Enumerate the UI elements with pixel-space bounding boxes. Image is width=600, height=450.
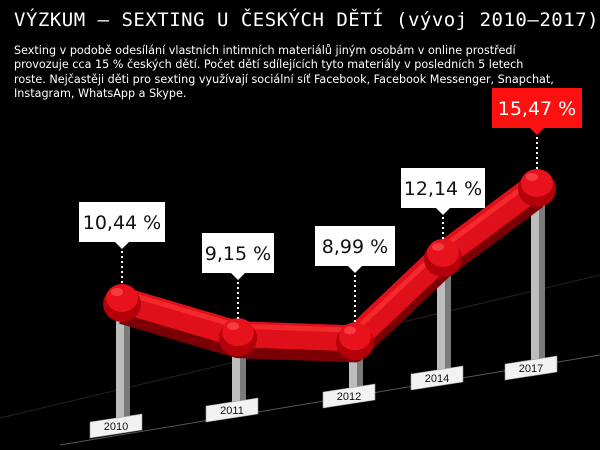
year-label: 2017: [519, 363, 543, 375]
label-box: [79, 202, 165, 242]
year-plate-2010: 2010: [89, 413, 143, 439]
pole-2017: [531, 182, 545, 370]
label-box: [492, 88, 582, 128]
description-text: Sexting v podobě odesílání vlastních int…: [14, 44, 554, 100]
label-box: [401, 168, 485, 208]
value-label-2011: 9,15 %: [202, 233, 274, 321]
year-plate-2017: 2017: [504, 355, 558, 381]
year-plate-2012: 2012: [322, 383, 376, 409]
page-title: VÝZKUM – SEXTING U ČESKÝCH DĚTÍ (vývoj 2…: [14, 9, 600, 31]
label-box: [202, 233, 274, 273]
year-label: 2014: [425, 373, 449, 385]
pole-2010: [116, 297, 130, 428]
data-label: 8,99 %: [322, 236, 388, 258]
data-point-2012: [336, 322, 374, 361]
year-label: 2010: [104, 421, 128, 433]
year-label: 2012: [337, 391, 361, 403]
data-label: 9,15 %: [205, 243, 271, 265]
data-label: 15,47 %: [498, 98, 577, 120]
value-label-2014: 12,14 %: [401, 168, 485, 241]
value-label-2010: 10,44 %: [79, 202, 165, 286]
data-label: 12,14 %: [404, 178, 483, 200]
value-label-2012: 8,99 %: [315, 226, 395, 325]
year-label: 2011: [220, 405, 244, 417]
year-plate-2014: 2014: [410, 365, 464, 391]
data-point-2011: [219, 318, 257, 357]
data-point-2014: [424, 238, 462, 277]
label-box: [315, 226, 395, 266]
data-point-2010: [103, 284, 141, 322]
value-label-2017: 15,47 %: [492, 88, 582, 171]
year-plate-2011: 2011: [205, 397, 259, 423]
data-label: 10,44 %: [83, 212, 162, 234]
data-point-2017: [518, 169, 556, 207]
